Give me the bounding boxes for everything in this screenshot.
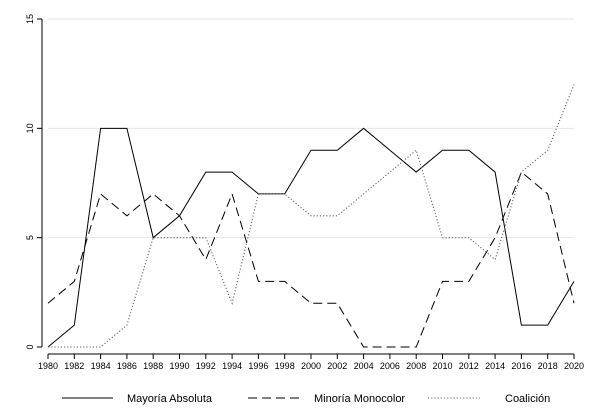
x-tick-label: 2002 <box>327 361 347 371</box>
series-line-3 <box>48 84 575 348</box>
axes: 0 5 10 15 1980 1982 1984 1986 1988 1990 1992 1994 19… <box>25 14 584 371</box>
series-lines <box>47 84 575 348</box>
grid-lines <box>48 18 574 239</box>
legend-label: Mayoría Absoluta <box>127 393 213 405</box>
x-tick-label: 1984 <box>91 361 111 371</box>
x-tick-label: 2020 <box>564 361 584 371</box>
x-tick-label: 2008 <box>406 361 426 371</box>
x-tick-label: 2004 <box>354 361 374 371</box>
y-tick-label: 10 <box>25 123 35 133</box>
x-tick-label: 2018 <box>538 361 558 371</box>
x-tick-label: 1980 <box>38 361 58 371</box>
x-tick-label: 2016 <box>511 361 531 371</box>
y-tick-label: 5 <box>25 235 35 240</box>
x-tick-label: 1986 <box>117 361 137 371</box>
x-tick-label: 1992 <box>196 361 216 371</box>
x-tick-label: 1990 <box>169 361 189 371</box>
x-tick-label: 2000 <box>301 361 321 371</box>
legend-item-2: Minoría Monocolor <box>248 393 405 405</box>
y-tick-label: 15 <box>25 14 35 24</box>
x-tick-label: 1998 <box>275 361 295 371</box>
legend-label: Minoría Monocolor <box>314 393 405 405</box>
series-line-2 <box>47 171 575 348</box>
series-line-1 <box>47 127 575 348</box>
legend-label: Coalición <box>505 393 550 405</box>
x-tick-label: 2012 <box>459 361 479 371</box>
x-tick-label: 2010 <box>432 361 452 371</box>
legend: Mayoría Absoluta Minoría Monocolor Coalici… <box>62 393 550 405</box>
legend-item-3: Coalición <box>428 393 550 405</box>
x-tick-label: 1988 <box>143 361 163 371</box>
x-tick-label: 2006 <box>380 361 400 371</box>
x-tick-label: 1996 <box>248 361 268 371</box>
x-tick-label: 1994 <box>222 361 242 371</box>
y-tick-label: 0 <box>25 344 35 349</box>
x-tick-label: 2014 <box>485 361 505 371</box>
x-tick-label: 1982 <box>64 361 84 371</box>
legend-item-1: Mayoría Absoluta <box>62 393 213 405</box>
